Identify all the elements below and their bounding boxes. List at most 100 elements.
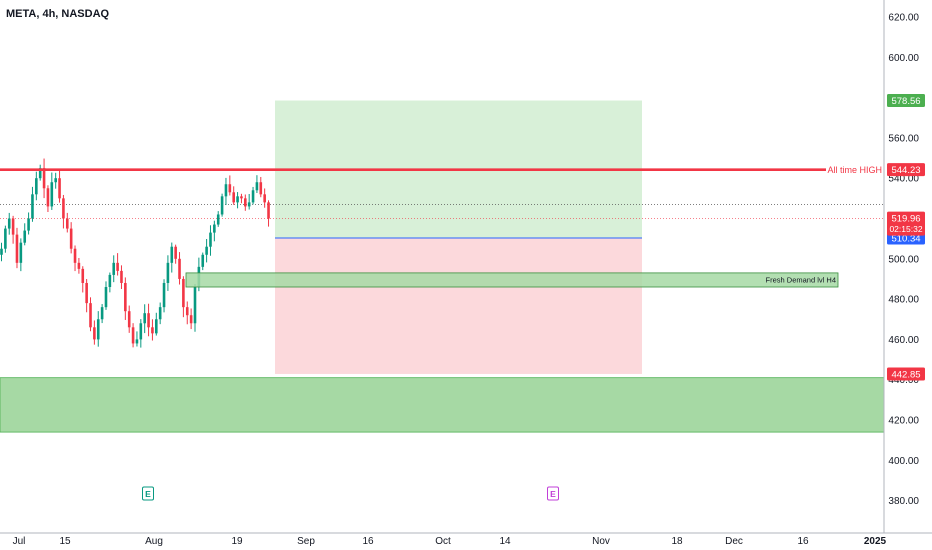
- candle-body: [85, 282, 88, 304]
- stop-loss-badge-bg: [887, 367, 925, 381]
- resistance-badge-bg: [887, 163, 925, 177]
- candle-body: [216, 214, 220, 225]
- candle-body: [54, 178, 57, 183]
- demand-zone-h4-label: Fresh Demand lvl H4: [766, 276, 836, 285]
- candle-body: [151, 327, 154, 334]
- candle-body: [124, 282, 127, 312]
- candle-body: [15, 234, 19, 263]
- candle-body: [209, 232, 212, 247]
- y-tick-label: 540.00: [888, 174, 919, 185]
- earnings-marker-1: E: [145, 489, 151, 499]
- candle-body: [240, 196, 243, 199]
- candle-body: [35, 178, 38, 195]
- candle-body: [178, 258, 181, 279]
- candle-body: [139, 323, 143, 340]
- x-tick-label: 2025: [864, 536, 887, 547]
- candle-body: [58, 178, 61, 199]
- candle-body: [50, 182, 54, 207]
- candle-body: [185, 307, 189, 316]
- candle-body: [73, 248, 77, 263]
- candle-body: [11, 218, 15, 235]
- y-tick-label: 480.00: [888, 295, 919, 306]
- demand-zone-large: [0, 377, 885, 433]
- loss-zone: [275, 237, 642, 374]
- candle-body: [158, 307, 162, 320]
- candle-body: [193, 287, 197, 324]
- candle-body: [69, 228, 73, 249]
- x-tick-label: 15: [59, 536, 71, 547]
- candle-body: [81, 268, 85, 283]
- candle-body: [120, 270, 123, 283]
- candle-body: [155, 319, 158, 334]
- x-tick-label: Jul: [13, 536, 26, 547]
- y-tick-label: 500.00: [888, 254, 919, 265]
- candle-body: [42, 168, 46, 189]
- candle-body: [166, 262, 170, 283]
- candle-body: [104, 287, 108, 308]
- stop-loss-badge: 442.85: [891, 369, 920, 380]
- candle-body: [143, 313, 146, 324]
- candle-body: [259, 182, 263, 195]
- candle-body: [213, 224, 216, 233]
- entry-badge: 510.34: [891, 233, 920, 244]
- candle-body: [147, 313, 150, 328]
- y-tick-label: 420.00: [888, 416, 919, 427]
- take-profit-badge: 578.56: [891, 96, 920, 107]
- earnings-marker-box: [142, 486, 154, 501]
- candle-body: [170, 246, 174, 263]
- candle-body: [127, 311, 131, 328]
- y-tick-label: 460.00: [888, 335, 919, 346]
- x-tick-label: 14: [499, 536, 511, 547]
- y-tick-label: 440.00: [888, 375, 919, 386]
- y-tick-label: 560.00: [888, 133, 919, 144]
- candle-body: [189, 315, 193, 324]
- candle-body: [251, 190, 255, 203]
- candle-body: [31, 194, 34, 219]
- candle-body: [100, 307, 104, 320]
- candle-body: [77, 262, 81, 269]
- candle-body: [89, 303, 92, 328]
- candle-body: [46, 188, 50, 207]
- candle-body: [93, 327, 96, 340]
- candle-body: [255, 182, 259, 191]
- candle-body: [108, 274, 112, 288]
- candle-body: [38, 168, 42, 179]
- candle-body: [236, 196, 239, 203]
- candle-body: [131, 327, 135, 344]
- candle-body: [201, 254, 205, 267]
- candle-body: [232, 192, 235, 203]
- x-tick-label: Sep: [297, 536, 315, 547]
- current-price-badge-bg: [887, 211, 925, 236]
- resistance-badge: 544.23: [891, 165, 920, 176]
- candle-body: [19, 242, 23, 263]
- x-tick-label: Oct: [435, 536, 451, 547]
- take-profit-badge-bg: [887, 94, 925, 108]
- candle-body: [247, 202, 251, 207]
- candle-body: [135, 339, 139, 344]
- y-tick-label: 380.00: [888, 496, 919, 507]
- x-tick-label: Dec: [725, 536, 743, 547]
- candle-body: [263, 194, 266, 203]
- x-tick-label: Aug: [145, 536, 163, 547]
- candle-body: [27, 218, 30, 231]
- countdown-badge: 02:15:32: [889, 224, 922, 234]
- candle-body: [174, 246, 177, 259]
- all-time-high-label: All time HIGH: [827, 165, 882, 175]
- demand-zone-h4: [185, 272, 839, 288]
- candle-body: [65, 218, 69, 229]
- candle-body: [112, 262, 116, 275]
- candle-body: [224, 184, 228, 197]
- candle-body: [116, 262, 119, 271]
- y-tick-label: 600.00: [888, 53, 919, 64]
- candle-body: [182, 278, 185, 308]
- earnings-marker-box: [547, 486, 559, 501]
- earnings-marker-2: E: [550, 489, 556, 499]
- y-tick-label: 400.00: [888, 456, 919, 467]
- candle-body: [7, 218, 11, 229]
- chart-title: META, 4h, NASDAQ: [6, 8, 110, 20]
- candle-body: [228, 184, 232, 193]
- candle-body: [267, 202, 270, 219]
- candle-body: [162, 282, 166, 308]
